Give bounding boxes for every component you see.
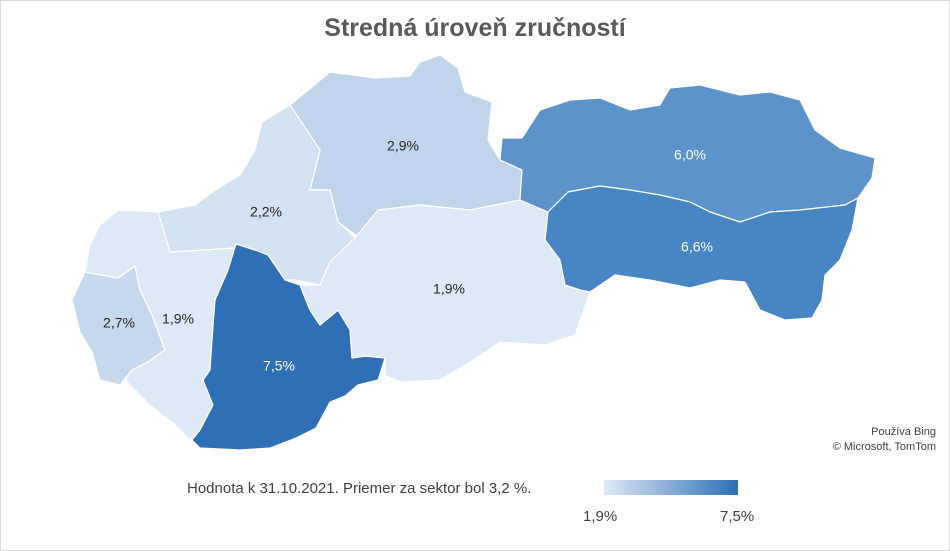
label-presovsky: 6,0%: [674, 147, 706, 163]
value-note: Hodnota k 31.10.2021. Priemer za sektor …: [187, 480, 532, 497]
attribution-copyright: © Microsoft, TomTom: [832, 441, 936, 453]
map-title: Stredná úroveň zručností: [324, 14, 626, 42]
label-nitriansky: 7,5%: [263, 358, 295, 374]
map-attribution: Používa Bing © Microsoft, TomTom: [833, 425, 936, 455]
legend-max-label: 7,5%: [720, 508, 755, 525]
label-bratislavsky: 2,7%: [103, 315, 135, 331]
label-trenciansky: 2,2%: [250, 204, 282, 220]
attribution-bing: Používa Bing: [871, 426, 936, 438]
legend-gradient-bar: [604, 480, 738, 495]
legend-min-label: 1,9%: [583, 508, 618, 525]
label-kosicky: 6,6%: [681, 239, 713, 255]
label-trnavsky: 1,9%: [162, 311, 194, 327]
label-zilinsky: 2,9%: [387, 138, 419, 154]
label-banskobystricky: 1,9%: [433, 281, 465, 297]
region-kosicky[interactable]: [544, 185, 859, 321]
